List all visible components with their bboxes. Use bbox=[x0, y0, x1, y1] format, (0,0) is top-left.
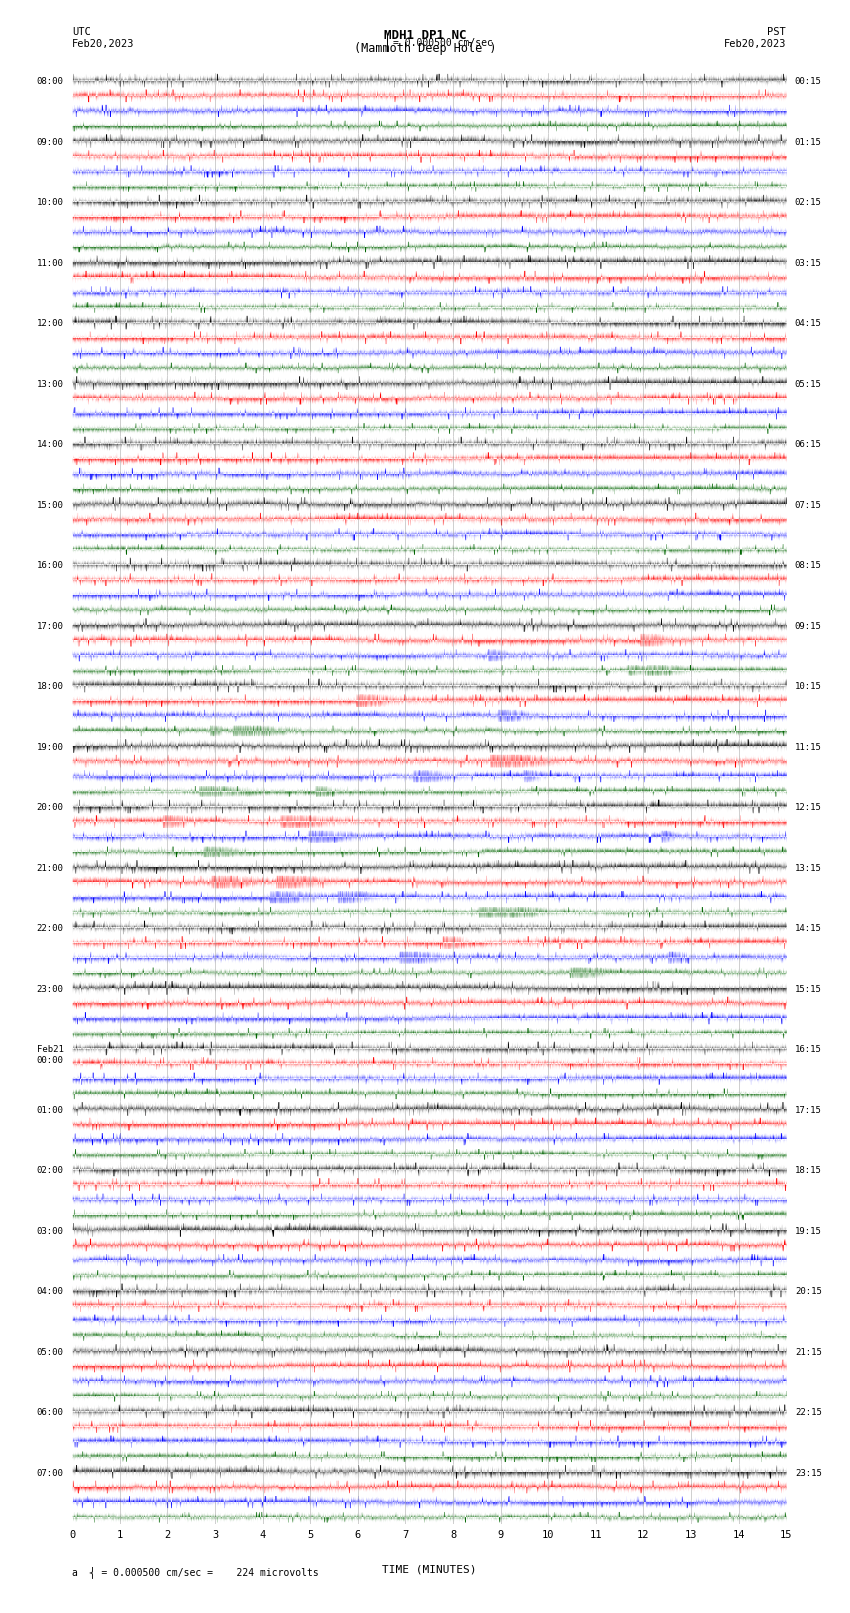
Text: 05:00: 05:00 bbox=[37, 1348, 64, 1357]
Text: 16:00: 16:00 bbox=[37, 561, 64, 571]
Text: 7: 7 bbox=[402, 1531, 409, 1540]
Text: 00:15: 00:15 bbox=[795, 77, 822, 87]
Text: 07:00: 07:00 bbox=[37, 1468, 64, 1478]
Text: 12:00: 12:00 bbox=[37, 319, 64, 329]
Text: 13: 13 bbox=[685, 1531, 697, 1540]
Text: TIME (MINUTES): TIME (MINUTES) bbox=[382, 1565, 477, 1574]
Text: MDH1 DP1 NC: MDH1 DP1 NC bbox=[383, 29, 467, 42]
Text: 11:00: 11:00 bbox=[37, 260, 64, 268]
Text: 06:15: 06:15 bbox=[795, 440, 822, 450]
Text: Feb20,2023: Feb20,2023 bbox=[723, 39, 786, 48]
Text: = 0.000500 cm/sec: = 0.000500 cm/sec bbox=[393, 37, 493, 48]
Text: 17:00: 17:00 bbox=[37, 623, 64, 631]
Text: 17:15: 17:15 bbox=[795, 1107, 822, 1115]
Text: 6: 6 bbox=[354, 1531, 361, 1540]
Text: 4: 4 bbox=[259, 1531, 266, 1540]
Text: Feb21
00:00: Feb21 00:00 bbox=[37, 1045, 64, 1065]
Text: 01:15: 01:15 bbox=[795, 139, 822, 147]
Text: 22:15: 22:15 bbox=[795, 1408, 822, 1418]
Text: 1: 1 bbox=[116, 1531, 123, 1540]
Text: 02:15: 02:15 bbox=[795, 198, 822, 208]
Text: 5: 5 bbox=[307, 1531, 314, 1540]
Text: 11: 11 bbox=[590, 1531, 602, 1540]
Text: PST: PST bbox=[768, 27, 786, 37]
Text: 14:15: 14:15 bbox=[795, 924, 822, 934]
Text: 12: 12 bbox=[638, 1531, 649, 1540]
Text: 15:15: 15:15 bbox=[795, 984, 822, 994]
Text: 21:00: 21:00 bbox=[37, 865, 64, 873]
Text: 12:15: 12:15 bbox=[795, 803, 822, 813]
Text: 01:00: 01:00 bbox=[37, 1107, 64, 1115]
Text: 02:00: 02:00 bbox=[37, 1166, 64, 1176]
Text: 20:15: 20:15 bbox=[795, 1287, 822, 1297]
Text: 13:15: 13:15 bbox=[795, 865, 822, 873]
Text: 10:00: 10:00 bbox=[37, 198, 64, 208]
Text: 03:00: 03:00 bbox=[37, 1227, 64, 1236]
Text: 14:00: 14:00 bbox=[37, 440, 64, 450]
Text: 15: 15 bbox=[780, 1531, 792, 1540]
Text: 23:00: 23:00 bbox=[37, 984, 64, 994]
Text: 04:15: 04:15 bbox=[795, 319, 822, 329]
Text: 05:15: 05:15 bbox=[795, 381, 822, 389]
Text: 08:00: 08:00 bbox=[37, 77, 64, 87]
Text: 10:15: 10:15 bbox=[795, 682, 822, 692]
Text: 07:15: 07:15 bbox=[795, 500, 822, 510]
Text: 2: 2 bbox=[164, 1531, 171, 1540]
Text: 22:00: 22:00 bbox=[37, 924, 64, 934]
Text: a  ⎨ = 0.000500 cm/sec =    224 microvolts: a ⎨ = 0.000500 cm/sec = 224 microvolts bbox=[72, 1566, 319, 1578]
Text: 21:15: 21:15 bbox=[795, 1348, 822, 1357]
Text: 8: 8 bbox=[450, 1531, 456, 1540]
Text: 06:00: 06:00 bbox=[37, 1408, 64, 1418]
Text: 10: 10 bbox=[542, 1531, 554, 1540]
Text: 19:00: 19:00 bbox=[37, 742, 64, 752]
Text: 14: 14 bbox=[733, 1531, 745, 1540]
Text: 11:15: 11:15 bbox=[795, 742, 822, 752]
Text: 09:15: 09:15 bbox=[795, 623, 822, 631]
Text: 03:15: 03:15 bbox=[795, 260, 822, 268]
Text: 23:15: 23:15 bbox=[795, 1468, 822, 1478]
Text: 16:15: 16:15 bbox=[795, 1045, 822, 1055]
Text: 0: 0 bbox=[69, 1531, 76, 1540]
Text: 13:00: 13:00 bbox=[37, 381, 64, 389]
Text: 18:00: 18:00 bbox=[37, 682, 64, 692]
Text: 3: 3 bbox=[212, 1531, 218, 1540]
Text: 18:15: 18:15 bbox=[795, 1166, 822, 1176]
Text: 15:00: 15:00 bbox=[37, 500, 64, 510]
Text: Feb20,2023: Feb20,2023 bbox=[72, 39, 135, 48]
Text: 08:15: 08:15 bbox=[795, 561, 822, 571]
Text: 19:15: 19:15 bbox=[795, 1227, 822, 1236]
Text: 9: 9 bbox=[497, 1531, 504, 1540]
Text: 20:00: 20:00 bbox=[37, 803, 64, 813]
Text: 04:00: 04:00 bbox=[37, 1287, 64, 1297]
Text: 09:00: 09:00 bbox=[37, 139, 64, 147]
Text: UTC: UTC bbox=[72, 27, 91, 37]
Text: (Mammoth Deep Hole ): (Mammoth Deep Hole ) bbox=[354, 42, 496, 55]
